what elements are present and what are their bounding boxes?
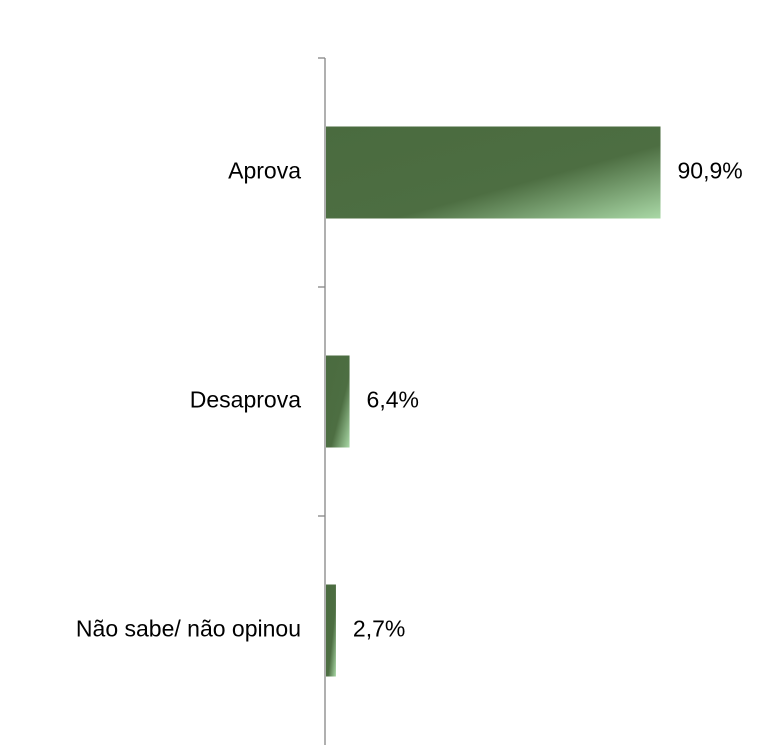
bar <box>326 355 350 448</box>
category-label: Não sabe/ não opinou <box>76 616 301 642</box>
data-label: 90,9% <box>678 158 743 184</box>
data-label: 6,4% <box>367 387 419 413</box>
data-label: 2,7% <box>353 616 405 642</box>
category-label: Aprova <box>228 158 301 184</box>
bar <box>326 584 336 677</box>
plot-area: Aprova 90,9% Desaprova 6,4% Não sabe/ não op… <box>76 57 743 745</box>
category-label: Desaprova <box>190 387 301 413</box>
bar <box>326 126 661 219</box>
